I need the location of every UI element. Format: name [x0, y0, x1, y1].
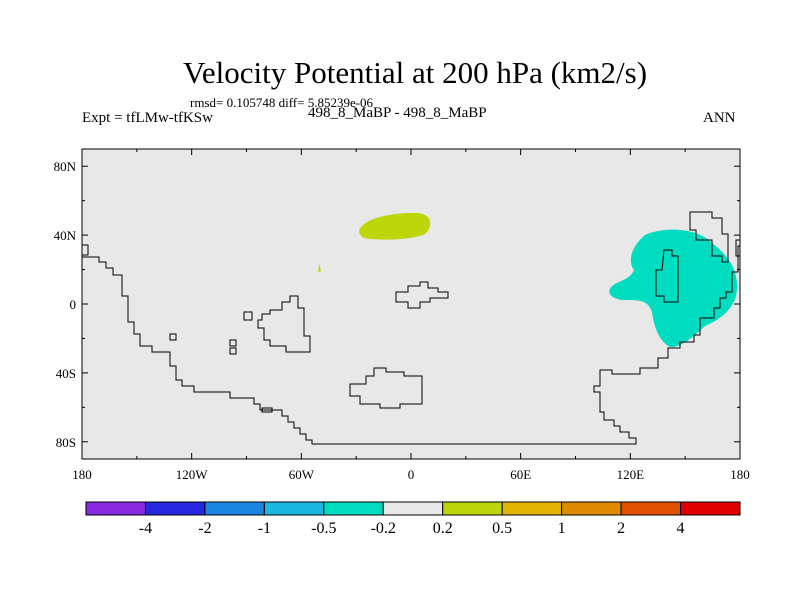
x-tick-label: 60W — [289, 467, 315, 482]
stats-label: rmsd= 0.105748 diff= 5.85239e-06 — [190, 95, 374, 110]
colorbar-label: 4 — [677, 520, 685, 537]
colorbar-label: -0.2 — [371, 520, 396, 537]
positive-spot-small — [318, 264, 321, 272]
x-tick-label: 0 — [408, 467, 415, 482]
colorbar-label: -2 — [198, 520, 211, 537]
x-tick-label: 120E — [617, 467, 645, 482]
colorbar-label: 0.2 — [433, 520, 453, 537]
season-label: ANN — [703, 110, 736, 126]
colorbar-swatch — [204, 501, 265, 516]
x-axis: 180 120W 60W 0 60E 120E 180 — [72, 149, 750, 482]
colorbar-label: 2 — [617, 520, 625, 537]
coast-segment — [243, 311, 253, 321]
coast-segment — [395, 281, 449, 309]
coast-segment — [261, 407, 273, 413]
colorbar-swatch — [263, 501, 325, 516]
y-tick-label: 80N — [54, 159, 77, 174]
y-tick-label: 40N — [54, 228, 77, 243]
coast-segment — [257, 295, 311, 353]
coast-segment — [169, 333, 177, 341]
colorbar-swatch — [323, 501, 384, 516]
colorbar-label: -4 — [139, 520, 152, 537]
coast-segment — [229, 347, 237, 355]
coast-segment — [735, 239, 740, 257]
x-tick-label: 180 — [730, 467, 750, 482]
coastline — [82, 211, 740, 445]
colorbar-swatch — [680, 501, 741, 516]
x-tick-label: 60E — [510, 467, 531, 482]
colorbar-swatch — [442, 501, 503, 516]
positive-region-atlantic — [359, 212, 431, 240]
coast-segment — [655, 249, 679, 303]
colorbar-swatch — [144, 501, 206, 516]
colorbar-swatch — [501, 501, 563, 516]
y-tick-label: 80S — [56, 435, 76, 450]
case-label: 498_8_MaBP - 498_8_MaBP — [308, 105, 487, 121]
coast-segment — [229, 339, 237, 347]
colorbar-label: -1 — [258, 520, 271, 537]
colorbar-label: 1 — [558, 520, 566, 537]
coast-segment — [82, 245, 740, 445]
x-tick-label: 180 — [72, 467, 92, 482]
colorbar-swatch — [620, 501, 682, 516]
coast-segment — [82, 244, 89, 256]
colorbar-label: 0.5 — [492, 520, 512, 537]
coast-segment — [349, 367, 423, 409]
coast-segment — [689, 211, 729, 263]
colorbar-swatch — [382, 501, 444, 516]
y-axis: 80N 40N 0 40S 80S — [54, 159, 740, 450]
y-tick-label: 0 — [70, 297, 77, 312]
colorbar-swatch — [85, 501, 146, 516]
colorbar-label: -0.5 — [311, 520, 336, 537]
colorbar: -4 -2 -1 -0.5 -0.2 0.2 0.5 1 2 4 — [85, 501, 741, 537]
x-tick-label: 120W — [176, 467, 209, 482]
y-tick-label: 40S — [56, 366, 76, 381]
chart-title: Velocity Potential at 200 hPa (km2/s) — [182, 55, 648, 90]
colorbar-swatch — [561, 501, 622, 516]
experiment-label: Expt = tfLMw-tfKSw — [82, 110, 213, 126]
map-background — [82, 149, 740, 459]
